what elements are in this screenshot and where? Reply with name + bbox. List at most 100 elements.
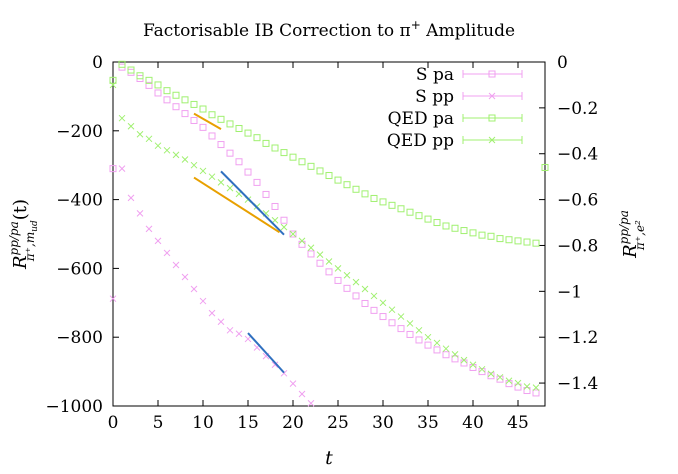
- data-point: [460, 356, 468, 364]
- legend-label-s-pp: S pp: [415, 87, 454, 107]
- data-point: [190, 116, 198, 124]
- data-point: [316, 167, 324, 175]
- legend-entry-s-pp: S pp: [415, 87, 523, 107]
- data-point: [127, 66, 135, 74]
- x-tick-label: 45: [507, 413, 529, 433]
- data-point: [316, 259, 324, 267]
- y-tick-label: 0: [92, 53, 103, 73]
- data-point: [244, 335, 252, 343]
- fit-orange-mid: [193, 176, 281, 234]
- data-point: [172, 151, 180, 159]
- data-point: [145, 81, 153, 89]
- fit-orange-top: [193, 112, 222, 130]
- data-point: [460, 359, 468, 367]
- data-point: [334, 265, 342, 272]
- data-point: [190, 100, 198, 108]
- y-tick-label: −600: [56, 259, 103, 279]
- data-point: [370, 292, 378, 300]
- data-point: [370, 306, 378, 314]
- legend-entry-qed-pp: QED pp: [387, 131, 523, 151]
- data-point: [397, 325, 405, 333]
- data-point: [325, 268, 333, 276]
- data-point: [478, 231, 486, 239]
- data-point: [532, 239, 540, 247]
- data-point: [271, 144, 279, 152]
- data-point: [271, 361, 279, 369]
- data-point: [289, 230, 297, 238]
- y-tick-label: −1000: [45, 397, 103, 417]
- data-point: [442, 351, 450, 359]
- data-point: [181, 273, 189, 281]
- data-point: [496, 373, 504, 381]
- data-point: [361, 190, 369, 198]
- data-point: [523, 387, 531, 395]
- data-point: [523, 383, 531, 390]
- data-point: [208, 132, 216, 140]
- data-point: [190, 285, 198, 293]
- y2-tick-label: −1: [557, 282, 582, 302]
- x-tick-label: 25: [327, 413, 349, 433]
- data-point: [298, 390, 306, 398]
- data-point: [316, 251, 324, 258]
- y2-tick-label: −0.8: [557, 236, 598, 256]
- data-point: [172, 261, 180, 269]
- data-point: [109, 76, 117, 84]
- y2-axis-label: Rpp/pa π⁺,e²: [617, 210, 647, 259]
- data-point: [145, 76, 153, 84]
- data-point: [343, 284, 351, 292]
- data-point: [289, 153, 297, 161]
- legend-marker: [488, 114, 496, 122]
- data-point: [163, 249, 171, 257]
- data-point: [415, 212, 423, 220]
- data-point: [307, 244, 315, 252]
- data-point: [109, 295, 117, 303]
- data-point: [253, 134, 261, 142]
- data-point: [208, 111, 216, 119]
- data-point: [433, 339, 441, 347]
- series-qed-pa: [109, 60, 549, 247]
- data-point: [424, 215, 432, 223]
- data-point: [361, 285, 369, 293]
- data-point: [307, 250, 315, 258]
- data-point: [217, 141, 225, 149]
- y-axis-label: Rpp/pa π⁺,mud(t): [7, 199, 40, 270]
- data-point: [118, 114, 126, 122]
- data-point: [235, 125, 243, 133]
- data-point: [226, 149, 234, 157]
- data-point: [505, 236, 513, 244]
- data-point: [397, 205, 405, 213]
- data-point: [451, 351, 459, 358]
- y2-tick-label: −0.6: [557, 191, 598, 211]
- data-point: [235, 330, 243, 338]
- data-point: [370, 194, 378, 202]
- data-point: [226, 184, 234, 192]
- data-point: [433, 219, 441, 227]
- data-point: [127, 68, 135, 76]
- data-point: [154, 142, 162, 150]
- legend-marker: [488, 136, 496, 144]
- y2-tick-label: −1.2: [557, 328, 598, 348]
- data-point: [343, 271, 351, 279]
- data-point: [514, 379, 522, 387]
- y2-tick-label: −1.4: [557, 374, 598, 394]
- data-point: [406, 208, 414, 216]
- data-point: [163, 87, 171, 95]
- legend-label-s-pa: S pa: [416, 65, 454, 85]
- data-point: [343, 181, 351, 189]
- fit-blue-lower: [247, 332, 285, 374]
- data-point: [244, 168, 252, 176]
- data-point: [181, 156, 189, 163]
- legend-entry-s-pa: S pa: [416, 65, 523, 85]
- data-point: [478, 365, 486, 373]
- data-point: [415, 326, 423, 334]
- data-point: [172, 91, 180, 99]
- legend-marker: [488, 92, 496, 100]
- data-point: [109, 81, 117, 89]
- data-point: [262, 190, 270, 198]
- data-point: [154, 89, 162, 97]
- data-point: [451, 355, 459, 363]
- data-point: [262, 139, 270, 147]
- fit-blue-upper: [220, 170, 285, 236]
- x-tick-label: 30: [372, 413, 394, 433]
